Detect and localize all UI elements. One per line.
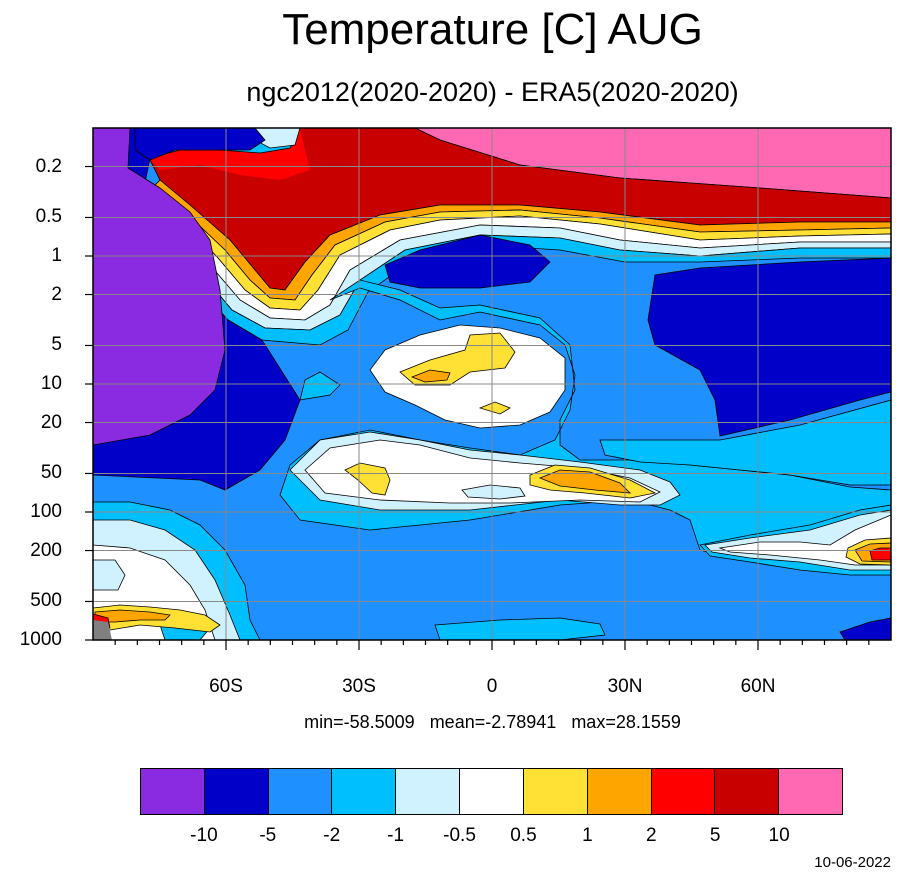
y-tick-label: 0.2 bbox=[35, 155, 62, 177]
y-tick-label: 2 bbox=[51, 283, 62, 305]
colorbar-label: 0.5 bbox=[510, 825, 537, 846]
y-tick-label: 5 bbox=[51, 334, 62, 356]
region-lightblue-equator bbox=[461, 484, 526, 500]
colorbar-swatch bbox=[396, 769, 461, 814]
x-tick-label: 0 bbox=[486, 676, 498, 697]
y-tick-label: 200 bbox=[30, 539, 62, 561]
colorbar-label: -10 bbox=[190, 825, 218, 846]
chart-title: Temperature [C] AUG bbox=[282, 5, 703, 54]
region-orange-tropics-upper bbox=[410, 369, 451, 383]
region-cyan-mid-col bbox=[299, 371, 341, 401]
colorbar-label: 1 bbox=[582, 825, 593, 846]
colorbar bbox=[140, 768, 843, 815]
colorbar-label: -5 bbox=[259, 825, 277, 846]
region-red-nh-low bbox=[869, 547, 891, 561]
y-tick-label: 10 bbox=[40, 373, 62, 394]
x-tick-label: 60S bbox=[209, 676, 243, 697]
region-white-tropics-upper bbox=[369, 324, 566, 429]
y-tick-label: 1000 bbox=[19, 629, 62, 650]
stat-min: min=-58.5009 bbox=[304, 712, 415, 732]
colorbar-label: -1 bbox=[387, 825, 405, 846]
region-missing bbox=[93, 620, 112, 640]
colorbar-label: 10 bbox=[768, 825, 790, 846]
colorbar-swatch bbox=[204, 769, 269, 814]
y-tick-label: 20 bbox=[40, 411, 62, 433]
colorbar-swatch bbox=[779, 769, 842, 814]
x-tick-label: 60N bbox=[740, 676, 776, 697]
stat-mean: mean=-2.78941 bbox=[429, 712, 557, 732]
colorbar-label: 5 bbox=[709, 825, 721, 846]
region-purple-sh bbox=[93, 128, 226, 446]
colorbar-swatch bbox=[460, 769, 524, 814]
y-tick-label: 0.5 bbox=[35, 206, 62, 228]
colorbar-swatch bbox=[332, 769, 397, 814]
x-tick-label: 30S bbox=[342, 676, 376, 697]
colorbar-label: 2 bbox=[645, 825, 657, 846]
date-stamp: 10-06-2022 bbox=[814, 854, 891, 871]
region-darkblue-top bbox=[134, 128, 266, 161]
y-tick-label: 500 bbox=[30, 590, 62, 612]
y-tick-label: 100 bbox=[30, 501, 62, 522]
region-lightblue-sfc-cyan bbox=[434, 617, 606, 640]
contour-plot bbox=[85, 127, 892, 650]
colorbar-label: -2 bbox=[323, 825, 341, 846]
colorbar-swatch bbox=[523, 769, 588, 814]
region-cyan-nh-mid bbox=[599, 399, 891, 486]
region-yellow-mid-sh bbox=[344, 462, 391, 496]
stats-line: min=-58.5009 mean=-2.78941 max=28.1559 bbox=[0, 710, 901, 734]
colorbar-swatch bbox=[268, 769, 333, 814]
colorbar-swatch bbox=[141, 769, 205, 814]
y-tick-label: 50 bbox=[40, 462, 62, 484]
colorbar-label: -0.5 bbox=[443, 825, 476, 846]
chart-subtitle: ngc2012(2020-2020) - ERA5(2020-2020) bbox=[246, 77, 739, 107]
region-darkblue-tropics bbox=[384, 234, 551, 289]
region-lightblue-sh-pocket bbox=[93, 559, 126, 591]
colorbar-swatch bbox=[651, 769, 716, 814]
colorbar-swatch bbox=[587, 769, 652, 814]
region-darkblue-nh bbox=[647, 257, 891, 437]
stat-max: max=28.1559 bbox=[571, 712, 681, 732]
grid bbox=[93, 128, 891, 641]
tick-marks bbox=[85, 165, 870, 650]
y-tick-label: 1 bbox=[51, 245, 62, 266]
x-tick-label: 30N bbox=[607, 676, 643, 697]
region-yellow-tropics-small bbox=[478, 401, 511, 415]
region-darkblue-sfc bbox=[839, 617, 891, 640]
colorbar-swatch bbox=[715, 769, 780, 814]
